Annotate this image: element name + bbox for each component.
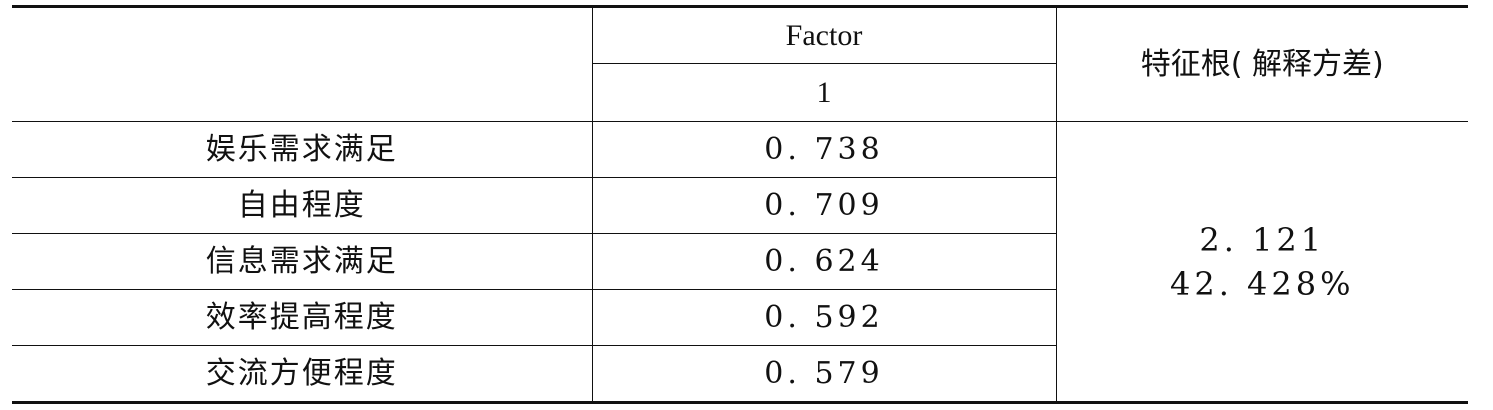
factor-loading-table: Factor 特征根( 解释方差) 1 娱乐需求满足 0. 738 2. 121… (12, 5, 1468, 404)
row-label: 自由程度 (12, 177, 593, 234)
row-loading: 0. 624 (591, 233, 1056, 290)
summary-cell: 2. 121 42. 428% (1055, 121, 1468, 404)
header-factor-label: Factor (591, 5, 1057, 64)
row-label: 娱乐需求满足 (12, 121, 593, 178)
table-row: 自由程度 0. 709 (12, 177, 1468, 234)
header-eigen-label: 特征根( 解释方差) (1055, 5, 1468, 122)
table-row: 信息需求满足 0. 624 (12, 233, 1468, 290)
table-row: 娱乐需求满足 0. 738 2. 121 42. 428% (12, 121, 1468, 404)
row-label: 效率提高程度 (12, 289, 593, 346)
header-row-2: 1 (12, 63, 1468, 122)
row-label: 信息需求满足 (12, 233, 593, 290)
row-loading: 0. 709 (591, 177, 1056, 234)
eigenvalue-value: 2. 121 (1199, 220, 1326, 259)
row-loading: 0. 738 (591, 121, 1057, 178)
row-loading: 0. 579 (591, 345, 1056, 404)
row-label: 交流方便程度 (12, 345, 593, 404)
header-row-1: Factor 特征根( 解释方差) (12, 5, 1468, 122)
header-factor-number: 1 (592, 63, 1056, 122)
header-empty-cell (12, 5, 593, 122)
row-loading: 0. 592 (591, 289, 1056, 346)
table-row: 交流方便程度 0. 579 (12, 345, 1468, 404)
variance-explained-value: 42. 428% (1169, 264, 1355, 303)
